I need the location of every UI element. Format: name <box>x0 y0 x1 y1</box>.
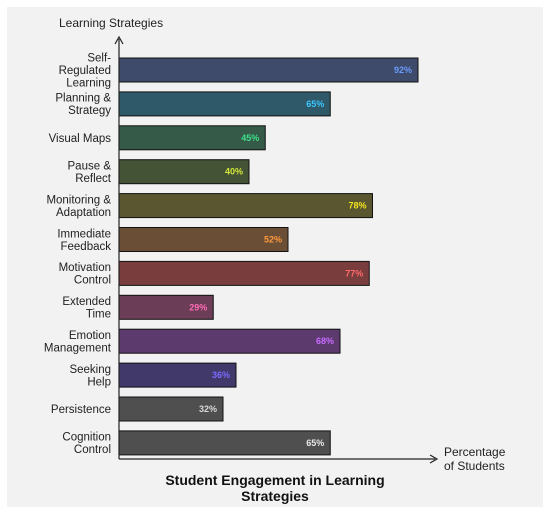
value-label-3: 40% <box>225 167 243 177</box>
category-label-5-line-0: Immediate <box>57 228 111 240</box>
category-label-9-line-1: Help <box>87 376 111 388</box>
chart-title-line-2: Strategies <box>241 488 309 504</box>
bar-5 <box>118 227 289 252</box>
category-label-1-line-0: Planning & <box>55 93 111 105</box>
category-label-11-line-0: Cognition <box>62 432 111 444</box>
category-label-3-line-1: Reflect <box>75 173 112 185</box>
category-label-6-line-0: Motivation <box>59 262 111 274</box>
category-label-0-line-1: Regulated <box>59 65 111 77</box>
category-label-0-line-2: Learning <box>66 78 111 90</box>
category-label-0-line-0: Self- <box>87 53 111 65</box>
chart-panel: 92% 65% 45% 40% 78% 52% 77% 29% 68% 36% 32% 65% Sel… <box>7 7 543 507</box>
x-axis-arrow <box>429 454 439 464</box>
x-axis-title-line-2: of Students <box>444 459 505 473</box>
category-label-7-line-1: Time <box>86 309 111 321</box>
bars-layer: 92% 65% 45% 40% 78% 52% 77% 29% 68% 36% 32% 65% <box>118 57 419 456</box>
bar-10 <box>118 396 224 422</box>
bar-6 <box>118 260 370 286</box>
bar-9 <box>118 362 237 388</box>
category-label-8-line-0: Emotion <box>69 330 111 342</box>
value-label-10: 32% <box>199 404 217 414</box>
value-label-0: 92% <box>394 65 412 75</box>
value-label-7: 29% <box>189 302 207 312</box>
value-label-4: 78% <box>348 201 366 211</box>
category-label-5-line-1: Feedback <box>60 241 111 253</box>
value-label-11: 65% <box>306 438 324 448</box>
y-axis-arrow <box>114 35 124 45</box>
category-label-9-line-0: Seeking <box>69 364 111 376</box>
bar-8 <box>118 328 341 354</box>
bar-7 <box>118 294 214 320</box>
category-label-6-line-1: Control <box>74 275 111 287</box>
bar-chart: 92% 65% 45% 40% 78% 52% 77% 29% 68% 36% 32% 65% Sel… <box>44 16 506 504</box>
category-label-3-line-0: Pause & <box>68 160 112 172</box>
value-label-6: 77% <box>345 268 363 278</box>
bar-3 <box>118 159 250 185</box>
category-label-2-line-0: Visual Maps <box>49 133 112 145</box>
value-label-2: 45% <box>241 133 259 143</box>
bar-11 <box>118 430 331 456</box>
axes-layer <box>114 35 439 464</box>
value-label-1: 65% <box>306 99 324 109</box>
value-label-5: 52% <box>264 235 282 245</box>
category-label-11-line-1: Control <box>74 444 111 456</box>
chart-title-line-1: Student Engagement in Learning <box>165 472 384 488</box>
category-label-4-line-0: Monitoring & <box>46 194 111 206</box>
category-label-7-line-0: Extended <box>62 296 111 308</box>
category-label-1-line-1: Strategy <box>68 105 111 117</box>
y-axis-title: Learning Strategies <box>59 16 163 30</box>
bar-0 <box>118 57 419 83</box>
category-label-8-line-1: Management <box>44 342 112 354</box>
bar-4 <box>118 193 373 219</box>
category-label-4-line-1: Adaptation <box>56 207 111 219</box>
value-label-8: 68% <box>316 336 334 346</box>
category-label-10-line-0: Persistence <box>51 404 111 416</box>
x-axis-title-line-1: Percentage <box>444 445 506 459</box>
value-label-9: 36% <box>212 370 230 380</box>
bar-1 <box>118 91 331 117</box>
